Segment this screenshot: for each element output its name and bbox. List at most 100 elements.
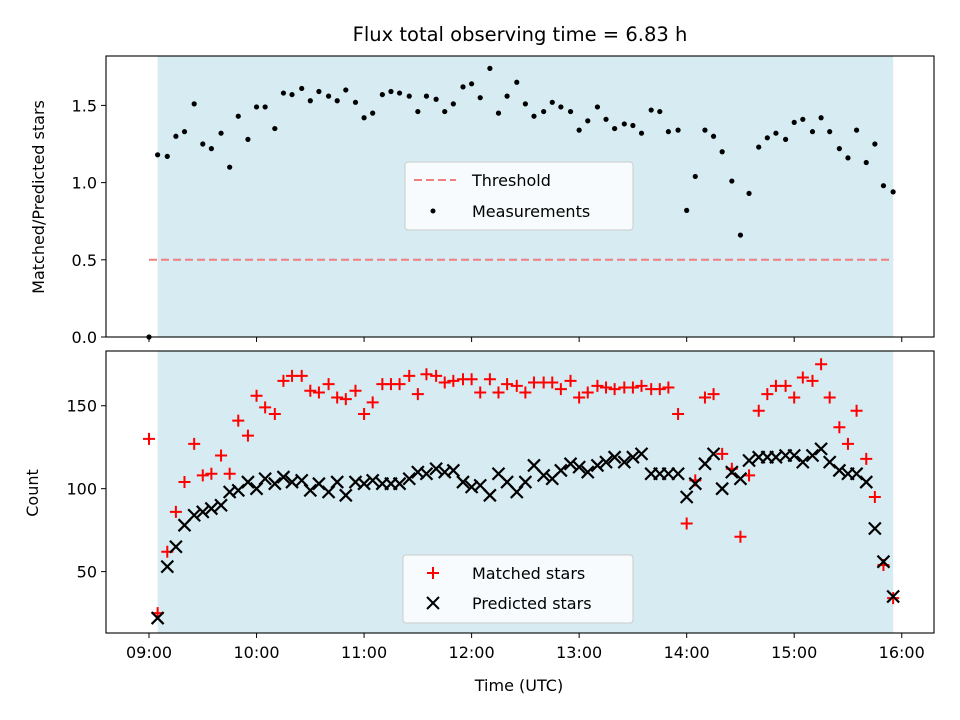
matched-star-point: [196, 469, 209, 482]
predicted-star-point: [805, 448, 820, 463]
predicted-star-point: [339, 488, 353, 503]
measurement-point: [630, 122, 636, 129]
predicted-star-point: [599, 455, 613, 469]
measurement-point: [638, 130, 645, 136]
matched-star-point: [178, 476, 191, 489]
matched-star-point: [734, 530, 747, 543]
measurement-point: [155, 152, 161, 158]
matched-star-point: [393, 378, 406, 391]
x-axis-label: Time (UTC): [474, 676, 563, 695]
top-y-axis-label: Matched/Predicted stars: [29, 100, 48, 294]
matched-star-point: [752, 404, 765, 417]
measurement-point: [450, 101, 456, 107]
top-y-ticks: 0.0 0.5 1.0 1.5: [72, 96, 106, 347]
matched-stars-series: [143, 358, 900, 620]
matched-stars-legend-swatch: [427, 567, 439, 579]
matched-star-point: [510, 379, 523, 392]
measurement-point: [280, 90, 287, 96]
measurements-legend-label: Measurements: [472, 202, 590, 221]
matched-star-point: [223, 467, 236, 480]
measurement-point: [289, 91, 295, 98]
x-tick-label: 11:00: [341, 643, 387, 662]
matched-star-point: [626, 381, 639, 394]
measurements-legend-swatch: [430, 208, 436, 214]
measurement-point: [702, 127, 708, 133]
matched-star-point: [420, 368, 433, 381]
measurement-point: [648, 107, 654, 113]
matched-star-point: [546, 376, 559, 389]
measurements-series: [146, 65, 896, 340]
matched-star-point: [564, 374, 577, 387]
measurement-point: [262, 104, 268, 110]
measurement-point: [576, 127, 582, 133]
measurement-point: [737, 232, 744, 238]
chart-title: Flux total observing time = 6.83 h: [353, 23, 688, 46]
matched-star-point: [322, 378, 335, 391]
top-y-tick-label: 1.0: [72, 174, 97, 193]
measurement-point: [406, 93, 412, 99]
bottom-panel: 50 100 150 09:00 10:00 11:00 12:00 13:00 14:00 1…: [23, 350, 935, 695]
predicted-star-point: [626, 450, 640, 464]
matched-star-point: [608, 383, 621, 396]
predicted-star-point: [554, 463, 568, 478]
x-tick-label: 09:00: [126, 643, 172, 662]
predicted-star-point: [580, 465, 595, 479]
threshold-legend-label: Threshold: [471, 171, 551, 190]
measurement-point: [558, 104, 564, 110]
matched-star-point: [860, 452, 873, 465]
matched-star-point: [788, 391, 801, 404]
predicted-star-point: [518, 475, 533, 489]
matched-star-point: [887, 592, 900, 605]
predicted-star-point: [392, 476, 407, 491]
bottom-legend: Matched stars Predicted stars: [402, 554, 634, 624]
matched-star-point: [841, 437, 854, 450]
measurement-point: [469, 81, 475, 87]
matched-star-point: [833, 421, 846, 434]
measurement-point: [334, 98, 340, 104]
measurement-point: [880, 183, 887, 189]
measurement-point: [191, 101, 197, 107]
measurement-point: [477, 95, 483, 101]
matched-star-point: [438, 376, 451, 389]
measurement-point: [379, 91, 385, 98]
measurement-point: [800, 116, 806, 122]
predicted-star-point: [268, 476, 282, 491]
matched-star-point: [815, 358, 828, 371]
measurement-point: [388, 88, 394, 95]
measurement-point: [531, 113, 537, 119]
measurement-point: [692, 173, 698, 180]
matched-star-point: [581, 386, 594, 399]
top-y-tick-label: 0.0: [72, 328, 97, 347]
measurement-point: [872, 141, 878, 147]
measurement-point: [504, 93, 510, 99]
measurement-point: [621, 121, 627, 127]
measurement-point: [316, 88, 322, 95]
matched-star-point: [806, 374, 819, 387]
predicted-star-point: [572, 460, 586, 474]
measurement-point: [370, 110, 376, 116]
predicted-star-point: [661, 466, 676, 481]
measurement-point: [495, 110, 502, 116]
measurement-point: [719, 149, 725, 155]
bottom-legend-box: [402, 554, 634, 624]
matched-star-point: [492, 386, 505, 399]
measurement-point: [253, 104, 260, 110]
predicted-star-point: [715, 481, 729, 496]
matched-star-point: [259, 401, 272, 414]
predicted-star-point: [671, 466, 685, 481]
matched-star-point: [474, 386, 487, 399]
measurement-point: [729, 178, 735, 184]
matched-star-point: [600, 381, 613, 394]
matched-star-point: [331, 391, 344, 404]
measurement-point: [863, 159, 869, 166]
predicted-stars-legend-label: Predicted stars: [472, 594, 592, 613]
x-tick-label: 13:00: [556, 643, 602, 662]
measurement-point: [818, 115, 824, 121]
measurement-point: [522, 101, 528, 107]
predicted-star-point: [590, 458, 605, 473]
matched-star-point: [779, 379, 792, 392]
predicted-star-point: [679, 490, 694, 504]
measurement-point: [827, 129, 833, 135]
matched-star-point: [268, 408, 281, 421]
matched-star-point: [483, 373, 496, 386]
